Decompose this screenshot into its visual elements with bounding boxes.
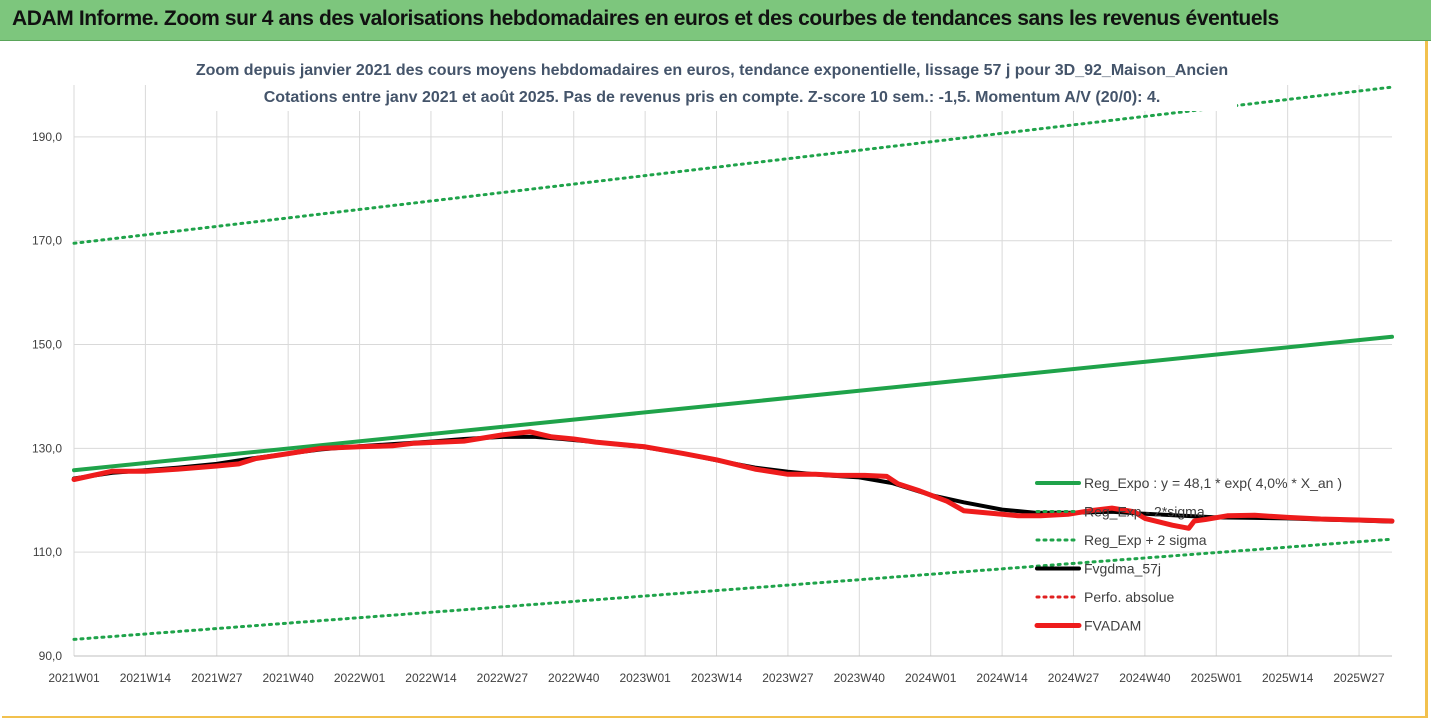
- x-tick-label: 2022W27: [477, 671, 529, 685]
- series-line-5: [71, 429, 1395, 531]
- chart-title-line1: Zoom depuis janvier 2021 des cours moyen…: [196, 62, 1228, 79]
- x-tick-label: 2021W27: [191, 671, 243, 685]
- x-tick-label: 2024W01: [905, 671, 957, 685]
- header-bar: ADAM Informe. Zoom sur 4 ans des valoris…: [0, 0, 1431, 41]
- x-tick-label: 2021W01: [48, 671, 100, 685]
- title-backdrop: [187, 53, 1237, 111]
- chart-grid: [73, 85, 1392, 657]
- y-tick-label: 90,0: [39, 649, 63, 663]
- chart-frame: 2021W01 2021W14 2021W27 2021W40 2022W01 2022W…: [2, 41, 1428, 718]
- x-tick-label: 2025W14: [1262, 671, 1314, 685]
- x-tick-label: 2024W14: [976, 671, 1028, 685]
- x-tick-label: 2022W01: [334, 671, 386, 685]
- x-tick-label: 2022W14: [405, 671, 457, 685]
- y-tick-label: 150,0: [32, 338, 62, 352]
- x-tick-label: 2023W27: [762, 671, 814, 685]
- chart-series: [71, 85, 1395, 641]
- y-tick-label: 130,0: [32, 441, 62, 455]
- y-tick-label: 190,0: [32, 130, 62, 144]
- x-tick-label: 2022W40: [548, 671, 600, 685]
- chart-title-line2: Cotations entre janv 2021 et août 2025. …: [264, 89, 1161, 106]
- x-tick-label: 2024W27: [1048, 671, 1100, 685]
- x-tick-label: 2023W40: [834, 671, 886, 685]
- x-tick-label: 2025W01: [1191, 671, 1243, 685]
- series-line-1: [72, 537, 1394, 641]
- legend-label-0: Reg_Expo : y = 48,1 * exp( 4,0% * X_an ): [1084, 475, 1342, 491]
- series-line-0: [72, 334, 1394, 473]
- x-tick-label: 2024W40: [1119, 671, 1171, 685]
- legend-label-3: Fvgdma_57j: [1084, 561, 1161, 577]
- legend-label-4: Perfo. absolue: [1084, 589, 1174, 605]
- x-tick-label: 2021W14: [120, 671, 172, 685]
- legend-label-2: Reg_Exp + 2 sigma: [1084, 532, 1207, 548]
- x-tick-label: 2023W01: [619, 671, 671, 685]
- chart-axes: 2021W01 2021W14 2021W27 2021W40 2022W01 2022W…: [32, 130, 1385, 685]
- legend-label-5: FVADAM: [1084, 618, 1141, 634]
- y-tick-label: 110,0: [33, 545, 62, 559]
- x-tick-label: 2021W40: [262, 671, 314, 685]
- report-title: ADAM Informe. Zoom sur 4 ans des valoris…: [12, 7, 1279, 30]
- x-tick-label: 2023W14: [691, 671, 743, 685]
- y-tick-label: 170,0: [32, 234, 62, 248]
- series-line-2: [72, 85, 1394, 245]
- chart-legend: Reg_Expo : y = 48,1 * exp( 4,0% * X_an )…: [1034, 475, 1342, 634]
- x-tick-label: 2025W27: [1333, 671, 1385, 685]
- line-chart: 2021W01 2021W14 2021W27 2021W40 2022W01 2022W…: [32, 53, 1395, 685]
- legend-label-1: Reg_Exp - 2*sigma: [1084, 504, 1205, 520]
